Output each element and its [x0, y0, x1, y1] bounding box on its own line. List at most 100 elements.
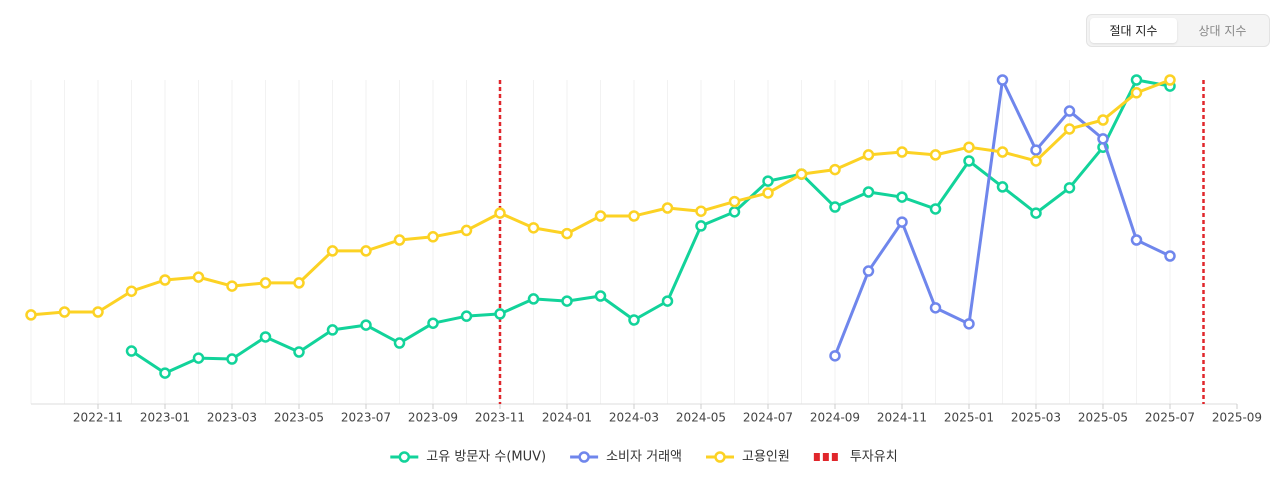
point	[829, 201, 841, 213]
point	[360, 319, 372, 331]
point	[159, 274, 171, 286]
point	[929, 203, 942, 215]
legend-swatch	[398, 451, 411, 463]
point	[661, 202, 674, 214]
point	[829, 350, 841, 362]
point	[1030, 207, 1042, 219]
legend-item: 고용인원	[706, 450, 790, 465]
point	[259, 277, 272, 289]
point	[1097, 114, 1109, 126]
point	[996, 74, 1009, 86]
point	[1097, 133, 1109, 145]
point	[561, 227, 573, 240]
point	[192, 271, 205, 283]
point	[226, 353, 238, 365]
x-tick-label: 2024-09	[810, 411, 860, 425]
point	[996, 181, 1009, 193]
point	[896, 216, 908, 228]
point	[259, 331, 272, 343]
point	[762, 187, 774, 199]
point	[862, 149, 875, 161]
point	[594, 290, 607, 302]
x-tick-label: 2025-07	[1145, 411, 1195, 425]
point	[762, 175, 774, 187]
legend: 고유 방문자 수(MUV) 소비자 거래액 고용인원 투자유치	[390, 450, 898, 465]
x-tick-label: 2025-05	[1078, 411, 1128, 425]
legend-swatch	[578, 451, 590, 463]
point	[929, 302, 942, 314]
legend-label: 소비자 거래액	[606, 450, 682, 465]
legend-item: 고유 방문자 수(MUV)	[390, 450, 546, 465]
point	[1063, 182, 1076, 194]
x-tick-label: 2025-03	[1011, 411, 1061, 425]
x-tick-label: 2023-05	[274, 411, 324, 425]
x-tick-label: 2024-03	[609, 411, 659, 425]
x-tick-label: 2024-01	[542, 411, 592, 425]
point	[393, 234, 406, 246]
x-tick-label: 2023-03	[207, 411, 257, 425]
toggle: 절대 지수 상대 지수	[1086, 14, 1270, 47]
point	[159, 367, 171, 379]
point	[1164, 250, 1176, 262]
x-tick-label: 2024-05	[676, 411, 726, 425]
point	[695, 220, 707, 232]
legend-swatch	[822, 453, 829, 461]
legend-item: 소비자 거래액	[570, 450, 682, 465]
point	[393, 337, 406, 349]
point	[896, 191, 908, 203]
point	[1030, 155, 1042, 167]
point	[1164, 74, 1176, 86]
point	[192, 352, 205, 364]
legend-swatch	[831, 453, 838, 461]
point	[929, 149, 942, 161]
legend-label: 고용인원	[742, 450, 790, 465]
point	[1063, 105, 1076, 117]
point	[326, 245, 339, 257]
legend-swatch	[813, 453, 820, 461]
legend-label: 고유 방문자 수(MUV)	[426, 450, 546, 465]
toggle-option[interactable]: 상대 지수	[1198, 24, 1247, 38]
point	[661, 295, 674, 307]
point	[628, 314, 640, 326]
legend-label: 투자유치	[850, 450, 898, 465]
point	[125, 345, 138, 357]
x-tick-label: 2024-11	[877, 411, 927, 425]
point	[25, 309, 37, 321]
point	[494, 308, 506, 320]
legend-swatch	[714, 451, 726, 463]
x-tick-label: 2022-11	[73, 411, 123, 425]
x-tick-label: 2023-07	[341, 411, 391, 425]
point	[795, 168, 808, 180]
point	[996, 146, 1009, 158]
point	[58, 306, 71, 318]
x-tick-label: 2025-01	[944, 411, 994, 425]
toggle-option[interactable]: 절대 지수	[1090, 18, 1177, 43]
x-tick-label: 2023-01	[140, 411, 190, 425]
point	[594, 210, 607, 222]
point	[460, 310, 473, 322]
series-line	[130, 78, 1171, 375]
x-tick-label: 2023-11	[475, 411, 525, 425]
point	[527, 293, 540, 305]
point	[963, 318, 975, 330]
point	[862, 186, 875, 198]
point	[427, 317, 439, 329]
point	[896, 146, 908, 158]
point	[728, 195, 741, 208]
point	[1130, 234, 1143, 246]
point	[1030, 144, 1042, 156]
point	[1130, 74, 1143, 86]
point	[862, 265, 875, 277]
point	[360, 245, 372, 257]
point	[527, 222, 540, 234]
point	[628, 210, 640, 222]
point	[293, 277, 305, 289]
point	[427, 231, 439, 243]
point	[125, 285, 138, 297]
point	[1063, 123, 1076, 135]
point	[293, 346, 305, 358]
point	[326, 324, 339, 336]
